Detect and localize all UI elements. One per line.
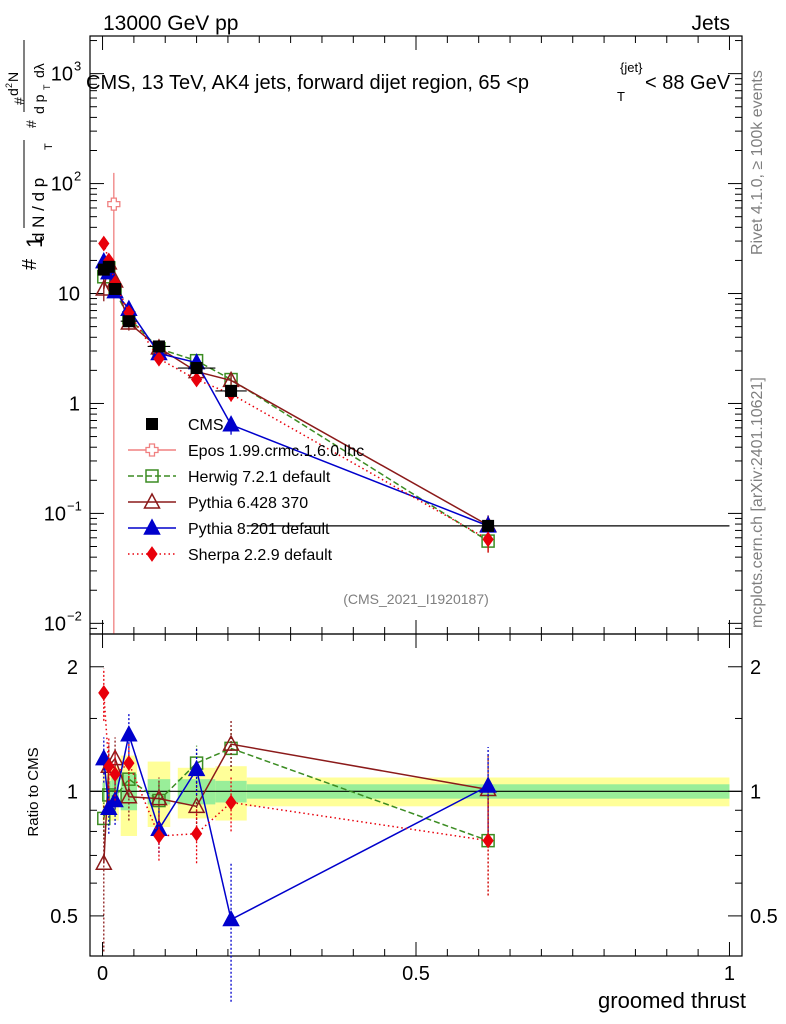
series-pythia-ratio-point [187,796,206,814]
x-tick-label: 0.5 [402,963,430,985]
main-frame [89,35,743,635]
header-right: Jets [691,12,730,35]
plot-title-main: CMS, 13 TeV, AK4 jets, forward dijet reg… [86,72,529,94]
legend-entry-pythia-marker [143,518,161,535]
series-pythia-ratio-point [222,909,240,927]
legend: CMS Epos 1.99.crmc.1.6.0 lhc Herwig 7.2.1 … [128,417,364,564]
series-sherpa-ratio-point [98,684,110,701]
ratio-tick-label: 1 [67,781,78,803]
series-sherpa-point [190,371,203,388]
ratio-tick-label: 2 [67,657,78,679]
series-sherpa-point [98,235,110,252]
series-sherpa-ratio-point [109,766,121,783]
y-tick-label-exp: −2 [67,608,82,623]
svg-text:dλ: dλ [31,63,47,78]
legend-entry-cms-label: CMS [188,417,224,434]
legend-entry-epos-marker [145,443,159,457]
series-sherpa-ratio-point [103,758,115,775]
y-tick-label: 10 [58,284,80,306]
y-tick-label: 10 [44,503,66,525]
series-pythia-ratio-point [222,734,240,751]
ratio-tick-label-right: 1 [750,781,761,803]
plot-title: CMS, 13 TeV, AK4 jets, forward dijet reg… [86,60,731,104]
legend-entry-epos-label: Epos 1.99.crmc.1.6.0 lhc [188,443,364,460]
y-axis-label: # 1 d N / d p T # d 2 N # d p T dλ [4,40,55,270]
legend-entry-sherpa-label: Sherpa 2.2.9 default [188,547,333,564]
legend-entry-herwig-label: Herwig 7.2.1 default [188,469,331,486]
cms-point [152,340,165,353]
y-tick-label: 10 [51,64,73,86]
series-pythia-ratio-point [479,776,497,793]
x-tick-label: 0 [97,963,108,985]
legend-entry-sherpa-marker [146,546,158,562]
series-pythia-ratio-point [150,789,168,806]
cms-point [190,362,203,375]
svg-text:2: 2 [4,83,14,88]
y-tick-label-exp: 2 [74,169,81,184]
cms-point [482,519,495,532]
ratio-tick-label: 0.5 [50,906,78,928]
series-pythia-ratio-point [120,725,138,742]
series-pythia-ratio-point [95,853,113,871]
y-tick-label-exp: 3 [74,59,81,74]
series-pythia-point [222,415,240,432]
ratio-y-label: Ratio to CMS [25,747,42,836]
series-pythia-point [95,279,113,296]
series-sherpa-ratio-point [123,755,135,771]
legend-entry-cms-marker [146,418,158,430]
svg-text:d p: d p [31,94,47,114]
legend-entry-pythia-label: Pythia 8.201 default [188,521,330,538]
series-sherpa-ratio-point [153,828,165,844]
series-pythia-line [103,261,489,527]
svg-text:#: # [11,97,27,105]
series-sherpa-ratio-point [225,794,237,811]
y-tick-label-exp: −1 [67,498,82,513]
svg-text:T: T [43,143,55,150]
cms-point [102,260,115,273]
svg-text:d N / d p: d N / d p [29,178,48,242]
series-pythia-ratio-point [106,748,124,766]
header-left: 13000 GeV pp [103,12,238,35]
side-note-mcplots: mcplots.cern.ch [arXiv:2401.10621] [749,377,766,628]
x-tick-label: 1 [724,963,735,985]
analysis-id: (CMS_2021_I1920187) [343,591,489,607]
svg-text:#: # [23,120,39,128]
ratio-frame [89,633,743,957]
series-sherpa-point [482,531,494,548]
legend-entry-pythia-label: Pythia 6.428 370 [188,495,308,512]
series-sherpa-ratio-line [103,692,489,842]
svg-text:#: # [19,258,41,270]
series-epos-point [107,197,121,211]
cms-point [225,384,238,397]
cms-point [109,282,122,295]
series-sherpa-ratio-point [190,825,203,842]
series-pythia-ratio-point [187,759,206,777]
ratio-tick-label-right: 2 [750,657,761,679]
legend-entry-pythia-marker [143,492,161,509]
svg-text:N: N [5,72,21,82]
legend-entry-herwig-marker [145,469,159,483]
side-note-rivet: Rivet 4.1.0, ≥ 100k events [749,70,766,255]
plot-title-sub: T [617,89,625,104]
series-pythia-ratio-point [120,787,138,804]
svg-text:1: 1 [22,236,47,248]
plot-title-sup: {jet} [620,60,643,75]
cms-point [122,315,135,328]
ratio-panel: 0 0.5 1 0.5 0.5 1 1 2 2 [50,633,778,1002]
plot-title-tail: < 88 GeV [645,72,731,94]
series-sherpa-ratio-point [482,832,494,849]
y-tick-label: 10 [51,174,73,196]
y-tick-label: 10 [44,613,66,635]
x-axis-label: groomed thrust [598,988,746,1013]
svg-text:T: T [42,84,52,90]
svg-text:CMS, 13 TeV, AK4 jets, forward: CMS, 13 TeV, AK4 jets, forward dijet reg… [86,72,529,94]
series-sherpa-point [153,350,165,367]
svg-text:d: d [5,88,21,96]
y-tick-label: 1 [69,393,80,415]
ratio-tick-label-right: 0.5 [750,906,778,928]
